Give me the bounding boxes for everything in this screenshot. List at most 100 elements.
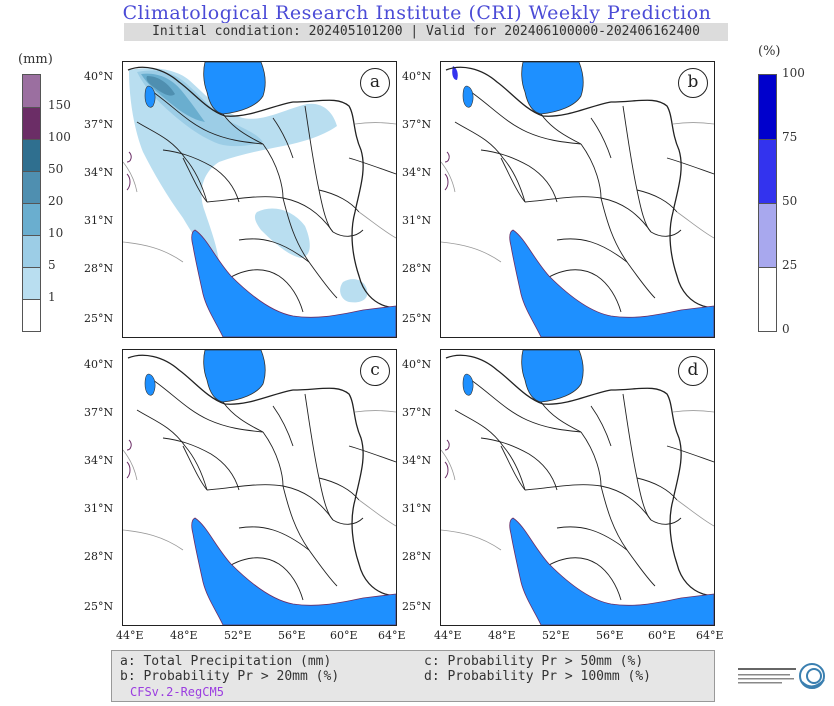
panel-label-a: a (360, 68, 390, 98)
neighbor-border (672, 122, 714, 125)
precip-area-20mm (146, 76, 175, 96)
neighbor-borders (123, 410, 396, 551)
latitude-label: 31°N (402, 502, 432, 515)
country-border (445, 354, 714, 597)
colorbar-tick-label: 20 (48, 194, 64, 208)
neighbor-borders (441, 410, 714, 551)
province-border (206, 484, 334, 521)
latitude-label: 28°N (402, 550, 432, 563)
neighbor-border (672, 410, 714, 413)
latitude-label: 28°N (84, 262, 114, 275)
latitude-label: 40°N (84, 70, 114, 83)
province-border (222, 401, 264, 433)
latitude-label: 40°N (402, 70, 432, 83)
province-border (524, 196, 652, 233)
colorbar-segment (759, 139, 776, 203)
colorbar-segment (23, 203, 40, 235)
persian-gulf (509, 517, 714, 625)
province-border (540, 113, 582, 145)
neighbor-border (123, 529, 184, 551)
coastline-west (444, 151, 450, 191)
model-name: CFSv.2-RegCM5 (130, 685, 224, 699)
country-border (445, 66, 714, 309)
province-border (272, 405, 294, 447)
province-border (580, 143, 602, 199)
province-border (600, 197, 656, 299)
longitude-label: 64°E (696, 629, 724, 642)
colorbar-segment (23, 139, 40, 171)
neighbor-border (358, 211, 396, 239)
panel-label-d: d (678, 356, 708, 386)
colorbar-tick-label: 100 (782, 66, 805, 80)
province-border (454, 409, 526, 491)
neighbor-border (123, 241, 184, 263)
province-border (636, 477, 678, 501)
latitude-label: 25°N (402, 312, 432, 325)
longitude-label: 60°E (330, 629, 358, 642)
legend-item-d: d: Probability Pr > 100mm (%) (424, 669, 651, 684)
province-border (556, 526, 628, 551)
precipitation-shading (129, 68, 368, 303)
neighbor-border (441, 449, 456, 481)
colorbar-segment (759, 203, 776, 267)
map-d (441, 350, 714, 625)
province-border (600, 485, 656, 587)
neighbor-border (441, 241, 502, 263)
latitude-label: 34°N (402, 454, 432, 467)
latitude-label: 37°N (402, 118, 432, 131)
province-border (262, 143, 284, 199)
province-border (348, 157, 396, 175)
neighbor-border (123, 161, 138, 193)
panel-label-b: b (678, 68, 708, 98)
province-border (524, 484, 652, 521)
colorbar-tick-label: 5 (48, 258, 56, 272)
latitude-label: 34°N (84, 454, 114, 467)
latitude-label: 31°N (402, 214, 432, 227)
map-a (123, 62, 396, 337)
province-border (304, 393, 334, 521)
colorbar-segment (759, 267, 776, 331)
precip-area-1mm (340, 279, 368, 303)
neighbor-border (354, 122, 396, 125)
province-border (332, 517, 364, 525)
province-border (590, 117, 612, 159)
panel-label-c: c (360, 356, 390, 386)
colorbar-segment (23, 171, 40, 203)
longitude-label: 44°E (434, 629, 462, 642)
coastline-west (444, 439, 450, 479)
latitude-label: 34°N (402, 166, 432, 179)
province-border (470, 379, 582, 433)
colorbar-segment (23, 107, 40, 139)
colorbar-tick-label: 1 (48, 290, 56, 304)
province-border (238, 526, 310, 551)
colorbar-tick-label: 50 (782, 194, 798, 208)
province-border (590, 405, 612, 447)
neighbor-border (123, 449, 138, 481)
map-panel-c: c (122, 349, 397, 626)
neighbor-border (676, 499, 714, 527)
province-border (470, 91, 582, 145)
province-border (238, 238, 310, 263)
colorbar-segment (23, 299, 40, 331)
map-panel-b: b (440, 61, 715, 338)
colorbar-tick-label: 50 (48, 162, 64, 176)
colorbar-tick-label: 150 (48, 98, 71, 112)
legend-box: a: Total Precipitation (mm) b: Probabili… (111, 650, 715, 702)
province-border (162, 437, 240, 491)
province-border (318, 477, 360, 501)
coastline-west (126, 151, 132, 191)
province-border (650, 229, 682, 237)
latitude-label: 28°N (402, 262, 432, 275)
province-border (136, 409, 208, 491)
longitude-label: 44°E (116, 629, 144, 642)
latitude-label: 25°N (402, 600, 432, 613)
chart-title: Climatological Research Institute (CRI) … (122, 2, 712, 24)
neighbor-border (676, 211, 714, 239)
province-border (162, 149, 240, 203)
longitude-label: 48°E (488, 629, 516, 642)
legend-item-c: c: Probability Pr > 50mm (%) (424, 654, 644, 669)
institute-logo (738, 663, 825, 689)
province-borders (127, 66, 396, 313)
province-border (282, 485, 338, 587)
legend-item-b: b: Probability Pr > 20mm (%) (120, 669, 340, 684)
